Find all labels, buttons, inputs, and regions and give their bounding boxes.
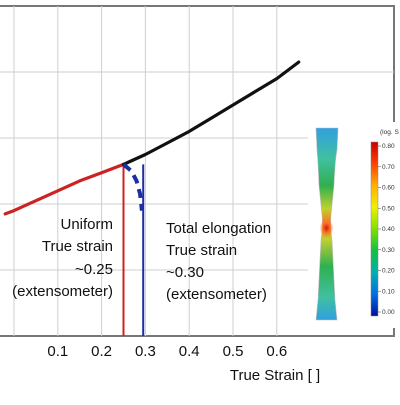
colorbar-label-8: 0.00 (382, 309, 395, 316)
series-line-0 (3, 162, 126, 216)
total-elongation-annotation: Total elongation True strain ~0.30 (exte… (166, 220, 271, 303)
series-line-2 (122, 162, 144, 211)
total-elongation-label: Total elongation (166, 220, 271, 237)
colorbar-label-5: 0.30 (382, 247, 395, 254)
colorbar-title: (log. S (380, 129, 399, 136)
strain-contour-inset: (log. S 0.80 0.70 0.60 0.50 0.40 0.30 0.20 0.10… (308, 122, 400, 328)
colorbar-label-6: 0.20 (382, 268, 395, 275)
uniform-label: Uniform (60, 216, 113, 233)
colorbar-label-1: 0.70 (382, 164, 395, 171)
x-axis-label: True Strain [ ] (230, 367, 320, 384)
total-strain-value: ~0.30 (166, 264, 204, 281)
colorbar-label-0: 0.80 (382, 143, 395, 150)
necking-hotspot (319, 219, 334, 237)
x-tick-label-3: 0.4 (179, 343, 200, 360)
colorbar-label-7: 0.10 (382, 288, 395, 295)
x-tick-label-0: 0.1 (47, 343, 68, 360)
colorbar-label-3: 0.50 (382, 205, 395, 212)
series-line-1 (121, 60, 301, 166)
x-tick-label-4: 0.5 (223, 343, 244, 360)
reference-lines (122, 164, 145, 336)
colorbar-label-4: 0.40 (382, 226, 395, 233)
uniform-annotation: Uniform True strain ~0.25 (extensometer) (12, 216, 113, 300)
total-strain-label: True strain (166, 242, 237, 259)
grid-lines (0, 6, 394, 336)
colorbar-tick-labels: 0.80 0.70 0.60 0.50 0.40 0.30 0.20 0.10 0.00 (378, 143, 395, 316)
x-tick-labels: 0.1 0.2 0.3 0.4 0.5 0.6 (47, 343, 287, 360)
colorbar-label-2: 0.60 (382, 185, 395, 192)
colorbar (370, 141, 379, 317)
uniform-method: (extensometer) (12, 283, 113, 300)
x-tick-label-5: 0.6 (266, 343, 287, 360)
x-tick-label-1: 0.2 (91, 343, 112, 360)
x-tick-label-2: 0.3 (135, 343, 156, 360)
uniform-strain-value: ~0.25 (75, 261, 113, 278)
data-series (3, 60, 301, 216)
total-method: (extensometer) (166, 286, 267, 303)
uniform-strain-label: True strain (42, 238, 113, 255)
